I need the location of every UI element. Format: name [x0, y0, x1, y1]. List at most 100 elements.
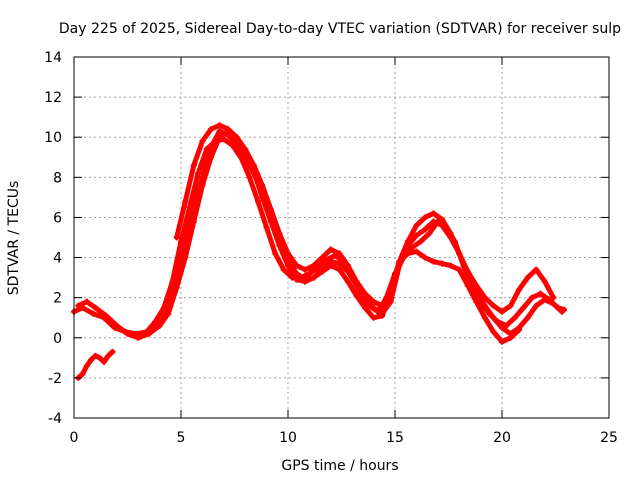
data-point	[190, 162, 197, 169]
y-tick-label: -2	[48, 371, 62, 387]
y-tick-label: 10	[44, 130, 62, 146]
data-point	[541, 296, 548, 303]
data-point	[336, 250, 343, 257]
data-point	[293, 270, 300, 277]
data-point	[511, 314, 518, 321]
data-point	[285, 258, 291, 265]
data-point	[490, 328, 497, 335]
data-point	[113, 322, 120, 329]
data-point	[344, 278, 351, 285]
data-point	[293, 262, 300, 269]
data-point	[520, 304, 527, 311]
data-point	[109, 348, 116, 355]
x-tick-label: 5	[177, 430, 186, 446]
data-point	[516, 326, 523, 333]
data-point	[353, 278, 360, 285]
y-tick-label: 4	[53, 251, 62, 267]
data-point	[387, 286, 394, 293]
data-point	[173, 234, 180, 241]
data-point	[550, 294, 557, 301]
y-tick-label: 0	[53, 331, 62, 347]
data-point	[314, 264, 321, 271]
data-point	[124, 330, 131, 337]
data-point	[417, 238, 424, 245]
y-tick-labels: -4 -2 0 2 4 6 8 10 12 14	[44, 50, 62, 427]
data-point	[481, 302, 488, 309]
data-point	[490, 302, 497, 309]
data-point	[229, 142, 236, 149]
data-point	[90, 310, 97, 317]
data-point	[464, 282, 471, 289]
data-point	[413, 232, 420, 239]
data-point	[165, 302, 172, 309]
data-point	[323, 256, 330, 263]
y-tick-label: -4	[48, 411, 62, 427]
y-tick-label: 6	[53, 210, 62, 226]
data-point	[267, 206, 274, 213]
data-point	[430, 218, 437, 225]
data-point	[344, 262, 351, 269]
y-tick-label: 12	[44, 90, 62, 106]
data-point	[88, 356, 95, 363]
data-point	[507, 334, 514, 341]
y-tick-label: 14	[44, 50, 62, 66]
data-point	[276, 230, 283, 237]
data-point	[447, 262, 454, 269]
data-point	[96, 354, 103, 361]
data-point	[255, 198, 262, 205]
data-point	[145, 330, 152, 337]
data-point	[516, 286, 523, 293]
y-tick-label: 8	[53, 170, 62, 186]
x-axis-label: GPS time / hours	[281, 458, 398, 474]
data-point	[207, 126, 214, 133]
y-axis-label: SDTVAR / TECUs	[6, 181, 22, 296]
data-point	[362, 290, 369, 297]
data-point	[195, 170, 202, 177]
axis-ticks	[73, 56, 610, 419]
data-point	[524, 274, 531, 281]
plot-frame	[73, 56, 610, 419]
data-point	[92, 352, 99, 359]
data-point	[280, 266, 287, 273]
data-point	[379, 302, 386, 309]
data-point	[336, 266, 343, 273]
data-point	[207, 144, 214, 151]
data-point	[246, 174, 253, 181]
grid-lines	[74, 57, 609, 418]
data-point	[135, 334, 142, 341]
x-tick-labels: 0 5 10 15 20 25	[70, 430, 618, 446]
data-point	[92, 304, 99, 311]
data-point	[182, 198, 189, 205]
data-point	[353, 292, 360, 299]
data-point	[302, 266, 309, 273]
data-point	[524, 314, 531, 321]
data-point	[550, 300, 557, 307]
data-point	[319, 254, 326, 261]
data-point	[263, 224, 270, 231]
data-point	[426, 230, 433, 237]
x-tick-label: 25	[600, 430, 618, 446]
data-point	[421, 214, 428, 221]
data-point	[105, 352, 112, 359]
data-point	[409, 244, 416, 251]
x-tick-label: 0	[70, 430, 79, 446]
data-point	[481, 294, 488, 301]
data-point	[199, 174, 206, 181]
series-track-4	[173, 122, 557, 315]
data-point	[199, 138, 206, 145]
data-point	[490, 314, 497, 321]
data-point	[499, 308, 505, 315]
data-point	[379, 312, 386, 319]
data-point	[327, 262, 334, 269]
data-point	[83, 298, 90, 305]
data-point	[103, 312, 110, 319]
data-point	[75, 302, 82, 309]
data-point	[370, 304, 377, 311]
data-point	[481, 314, 488, 321]
data-point	[148, 326, 155, 333]
data-point	[319, 268, 326, 275]
data-point	[242, 146, 249, 153]
data-point	[430, 258, 437, 265]
data-point	[473, 298, 480, 305]
